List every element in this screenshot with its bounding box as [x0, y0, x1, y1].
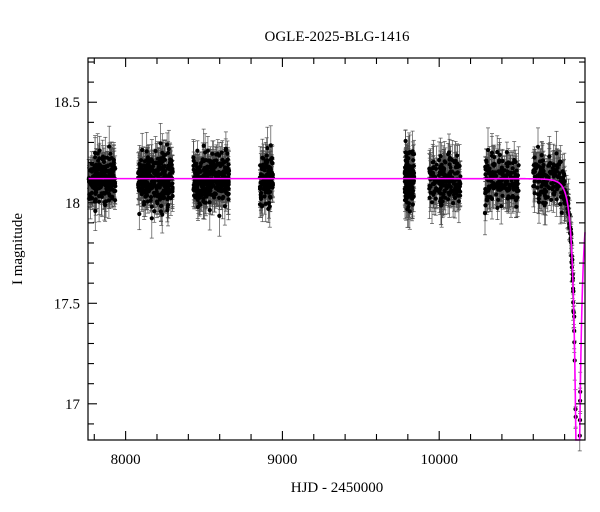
chart-title: OGLE-2025-BLG-1416: [265, 29, 410, 45]
y-axis-label: I magnitude: [10, 213, 26, 285]
data-point: [93, 155, 98, 160]
x-axis-label: HJD - 2450000: [291, 480, 384, 496]
data-points-layer: [86, 138, 583, 438]
plot-area: [86, 123, 586, 452]
